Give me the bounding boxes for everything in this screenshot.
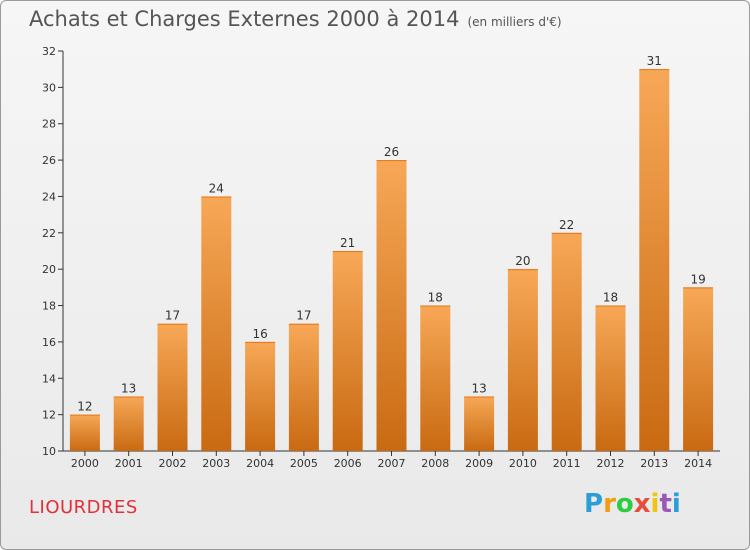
bar-value-label: 16 [252, 327, 267, 341]
y-tick-label: 14 [42, 372, 56, 385]
bar [201, 196, 232, 451]
x-tick-label: 2007 [378, 457, 406, 470]
logo-letter: t [659, 489, 672, 519]
logo-letter: x [633, 489, 651, 519]
bar-value-label: 22 [559, 218, 574, 232]
bar [551, 232, 582, 451]
logo-letter: o [615, 489, 634, 519]
x-tick-label: 2014 [684, 457, 712, 470]
y-tick-label: 24 [42, 190, 56, 203]
x-tick-label: 2010 [509, 457, 537, 470]
bar-value-label: 18 [428, 291, 443, 305]
bar-value-label: 21 [340, 236, 355, 250]
bar-value-label: 12 [77, 400, 92, 414]
bar-value-label: 18 [603, 291, 618, 305]
x-tick-label: 2012 [597, 457, 625, 470]
x-tick-label: 2002 [159, 457, 187, 470]
x-tick-label: 2006 [334, 457, 362, 470]
bar-value-label: 20 [515, 254, 530, 268]
bar [113, 396, 144, 451]
x-tick-label: 2001 [115, 457, 143, 470]
bar-value-label: 17 [165, 309, 180, 323]
x-tick-label: 2008 [421, 457, 449, 470]
chart-subtitle: (en milliers d'€) [467, 15, 562, 29]
place-name: LIOURDRES [29, 497, 138, 518]
y-tick-label: 12 [42, 409, 56, 422]
x-tick-label: 2009 [465, 457, 493, 470]
bar-value-label: 13 [471, 381, 486, 395]
y-tick-label: 20 [42, 263, 56, 276]
bar [245, 341, 276, 451]
y-tick-label: 16 [42, 336, 56, 349]
y-tick-label: 10 [42, 445, 56, 458]
chart-title-text: Achats et Charges Externes 2000 à 2014 [29, 7, 460, 31]
bar [595, 305, 626, 451]
bar [507, 269, 538, 451]
bar-value-label: 31 [647, 54, 662, 68]
y-tick-label: 30 [42, 81, 56, 94]
bar [288, 323, 319, 451]
bar [332, 251, 363, 451]
bar-value-label: 19 [690, 272, 705, 286]
bar [639, 69, 670, 451]
x-tick-label: 2005 [290, 457, 318, 470]
y-tick-label: 32 [42, 45, 56, 58]
x-tick-label: 2000 [71, 457, 99, 470]
bar [157, 323, 188, 451]
x-tick-label: 2013 [640, 457, 668, 470]
bar [376, 160, 407, 451]
x-tick-label: 2003 [202, 457, 230, 470]
bar-value-label: 26 [384, 145, 399, 159]
logo-letter: i [650, 489, 660, 519]
y-tick-label: 18 [42, 300, 56, 313]
bar [464, 396, 495, 451]
proxiti-logo: Proxiti [584, 489, 681, 519]
logo-letter: i [671, 489, 681, 519]
bar [420, 305, 451, 451]
y-tick-label: 26 [42, 154, 56, 167]
bar-value-label: 13 [121, 381, 136, 395]
y-tick-label: 22 [42, 227, 56, 240]
logo-letter: P [584, 489, 604, 519]
x-tick-label: 2004 [246, 457, 274, 470]
bar-value-label: 24 [209, 181, 224, 195]
bar [69, 414, 100, 451]
bar [683, 287, 714, 451]
chart-title: Achats et Charges Externes 2000 à 2014 (e… [29, 7, 562, 31]
logo-letter: r [603, 489, 616, 519]
y-tick-label: 28 [42, 118, 56, 131]
bar-value-label: 17 [296, 309, 311, 323]
x-tick-label: 2011 [553, 457, 581, 470]
